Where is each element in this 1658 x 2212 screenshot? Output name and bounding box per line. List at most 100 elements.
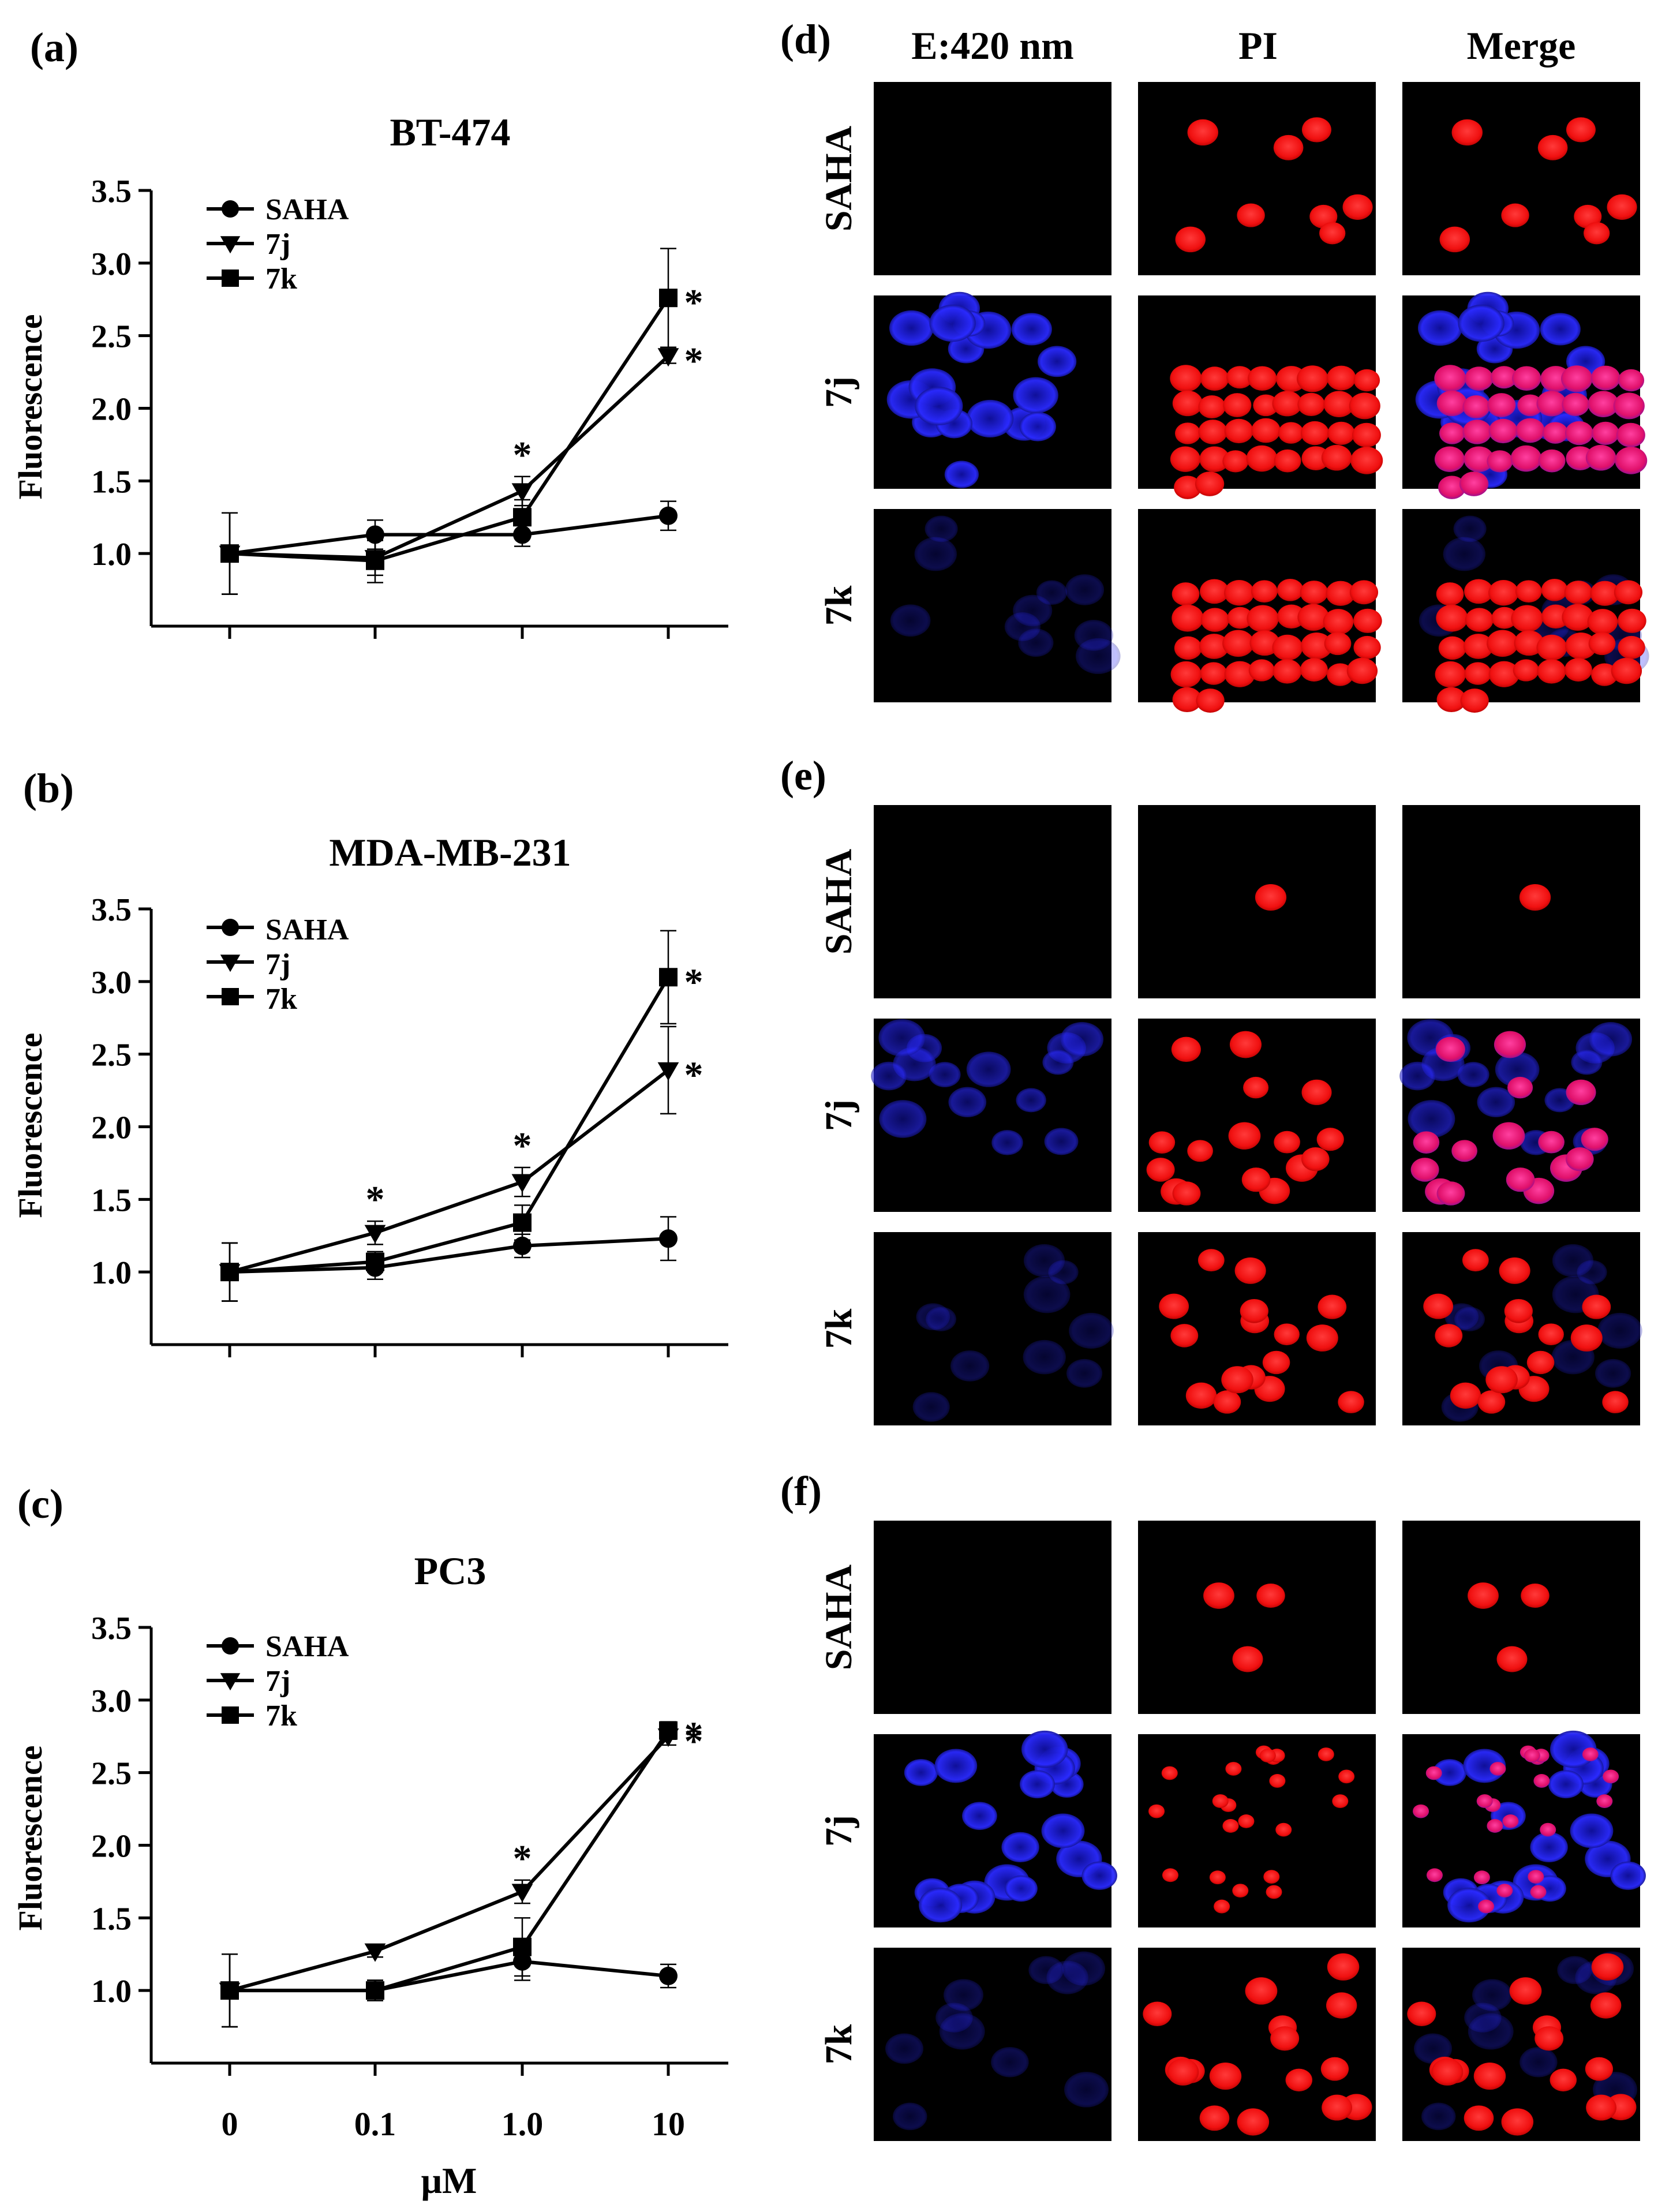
micrograph-f-saha-merge — [1402, 1521, 1640, 1714]
series-line-7j — [229, 1735, 670, 1993]
row-label-7k: 7k — [818, 585, 860, 626]
data-point-7k — [220, 544, 239, 563]
legend-marker — [220, 236, 241, 254]
data-point-saha — [659, 1229, 678, 1248]
significance-marker: * — [684, 1054, 703, 1096]
legend-label-7k: 7k — [265, 263, 297, 295]
y-tick-label: 1.5 — [91, 464, 132, 500]
significance-marker: * — [513, 1125, 532, 1167]
micrograph-e-7k-e420 — [874, 1232, 1114, 1425]
micrograph-f-7j-pi — [1138, 1734, 1376, 1927]
legend-c: SAHA 7j 7k — [207, 1630, 349, 1732]
data-point-7k — [220, 1981, 239, 2000]
y-tick-label: 3.0 — [91, 965, 132, 1001]
data-point-7j — [511, 1884, 533, 1903]
legend-marker — [220, 955, 241, 972]
micrograph-e-saha-merge — [1402, 805, 1640, 998]
row-label-7j: 7j — [818, 376, 860, 408]
data-point-7k — [513, 1937, 532, 1956]
x-tick-labels: 0 0.1 1.0 10 — [222, 2105, 686, 2143]
micrograph-f-7j-merge — [1402, 1730, 1646, 1927]
micrograph-e-7j-e420 — [871, 1019, 1111, 1212]
series-line-7k — [230, 1730, 670, 1993]
column-header-merge: Merge — [1467, 24, 1576, 68]
y-tick-label: 3.5 — [91, 174, 132, 209]
data-point-7j — [364, 1943, 386, 1962]
data-point-7k — [513, 1213, 532, 1232]
legend-b: SAHA 7j 7k — [207, 914, 349, 1016]
column-header-pi: PI — [1238, 24, 1278, 68]
micrograph-e-saha-pi — [1138, 805, 1376, 998]
micrograph-f-saha-e420 — [874, 1521, 1111, 1714]
data-point-7k — [366, 1981, 384, 2000]
data-point-7k — [659, 289, 678, 308]
significance-marker: * — [684, 340, 703, 382]
series-line-7k — [229, 976, 670, 1274]
legend-marker — [222, 919, 239, 936]
micrograph-f-7k-merge — [1402, 1948, 1640, 2141]
marks-c: *** — [219, 1715, 703, 2028]
data-point-7k — [513, 508, 532, 527]
axes-c: 1.0 1.5 2.0 2.5 3.0 3.5 — [91, 1611, 728, 2076]
legend-label-7j: 7j — [265, 1665, 290, 1698]
significance-marker: * — [366, 1178, 385, 1221]
row-label-saha: SAHA — [818, 848, 860, 955]
y-tick-label: 1.0 — [91, 1255, 132, 1291]
series-line-7j — [229, 354, 670, 560]
legend-marker — [222, 1706, 239, 1724]
axes-b: 1.0 1.5 2.0 2.5 3.0 3.5 — [91, 892, 728, 1357]
panel-label-d: (d) — [780, 16, 831, 62]
data-point-7k — [220, 1263, 239, 1282]
row-labels: SAHA 7j 7k SAHA 7j 7k SAHA 7j 7k — [818, 125, 860, 2064]
data-point-saha — [659, 1967, 678, 1985]
x-tick-0: 0 — [222, 2105, 238, 2143]
y-tick-label: 2.5 — [91, 319, 132, 355]
y-axis-label-a: Fluorescence — [12, 314, 49, 499]
significance-marker: * — [513, 434, 532, 476]
y-tick-label: 2.5 — [91, 1756, 132, 1792]
row-label-saha: SAHA — [818, 1564, 860, 1670]
y-tick-label: 3.0 — [91, 246, 132, 282]
legend-label-7k: 7k — [265, 983, 297, 1016]
y-tick-label: 1.5 — [91, 1182, 132, 1218]
legend-marker — [222, 1637, 239, 1655]
micrograph-f-7k-e420 — [874, 1948, 1111, 2141]
series-line-saha — [229, 514, 669, 556]
legend-label-saha: SAHA — [265, 1630, 349, 1663]
micrograph-f-7k-pi — [1138, 1948, 1376, 2141]
legend-label-saha: SAHA — [265, 193, 349, 226]
chart-title-c: PC3 — [414, 1549, 486, 1593]
chart-bt474: 1.0 1.5 2.0 2.5 3.0 3.5 * * * SAHA 7j 7k Fluore… — [12, 174, 728, 639]
y-tick-label: 2.5 — [91, 1038, 132, 1073]
micrograph-e-7j-merge — [1399, 1019, 1640, 1212]
panel-label-b: (b) — [23, 765, 74, 811]
micrograph-e-7j-pi — [1138, 1019, 1376, 1212]
y-tick-label: 3.5 — [91, 1611, 132, 1646]
data-point-7k — [366, 1252, 384, 1271]
row-label-7j: 7j — [818, 1815, 860, 1847]
micrograph-d-7j-merge — [1402, 291, 1648, 499]
row-label-7j: 7j — [818, 1099, 860, 1131]
y-tick-label: 1.5 — [91, 1901, 132, 1937]
micrograph-e-7k-pi — [1138, 1232, 1376, 1425]
micrograph-d-7k-e420 — [874, 509, 1121, 702]
legend-label-saha: SAHA — [265, 914, 349, 946]
legend-marker — [222, 200, 239, 218]
data-point-saha — [659, 506, 678, 525]
significance-marker: * — [513, 1837, 532, 1880]
significance-marker: * — [684, 1720, 703, 1762]
significance-marker: * — [684, 1715, 703, 1757]
y-axis-label-c: Fluorescence — [12, 1745, 49, 1930]
data-point-7k — [659, 1721, 678, 1740]
x-tick-2: 1.0 — [501, 2105, 544, 2143]
x-tick-3: 10 — [652, 2105, 685, 2143]
significance-marker: * — [684, 282, 703, 324]
y-tick-label: 3.5 — [91, 892, 132, 928]
x-axis-label: μM — [421, 2160, 477, 2201]
micrograph-d-7j-e420 — [874, 291, 1111, 489]
chart-title-b: MDA-MB-231 — [329, 830, 571, 874]
micrograph-d-saha-pi — [1138, 82, 1376, 275]
micrograph-e-7k-merge — [1402, 1232, 1642, 1425]
legend-marker — [220, 1673, 241, 1691]
